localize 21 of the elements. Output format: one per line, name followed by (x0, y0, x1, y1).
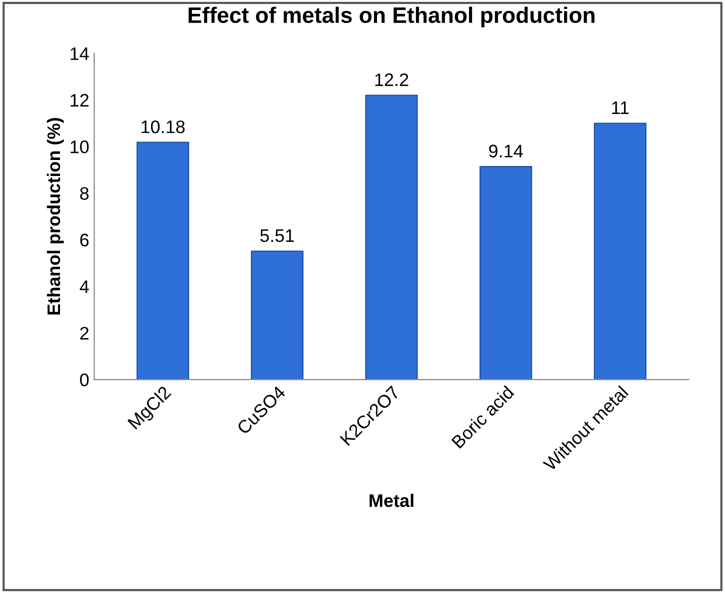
bar (136, 142, 190, 380)
y-tick-label: 12 (70, 94, 88, 107)
bar (594, 122, 646, 380)
data-label: 12.2 (375, 73, 408, 86)
data-label: 11 (612, 102, 629, 114)
y-tick-label: 6 (80, 234, 89, 246)
y-tick-label: 2 (80, 326, 88, 340)
bar (480, 166, 532, 380)
y-tick-label: 14 (70, 47, 89, 60)
y-tick-label: 0 (80, 373, 89, 386)
bar (250, 250, 304, 380)
y-tick-label: 10 (70, 140, 89, 154)
chart-title: Effect of metals on Ethanol production (188, 6, 594, 28)
x-axis-title: Metal (370, 494, 414, 508)
y-tick-label: 4 (80, 280, 89, 293)
bar (365, 94, 418, 380)
data-label: 10.18 (142, 120, 185, 134)
data-label: 9.14 (489, 144, 523, 158)
y-tick-label: 8 (80, 187, 89, 200)
y-axis-title: Ethanol production (%) (46, 118, 64, 315)
data-label: 5.51 (260, 229, 294, 242)
